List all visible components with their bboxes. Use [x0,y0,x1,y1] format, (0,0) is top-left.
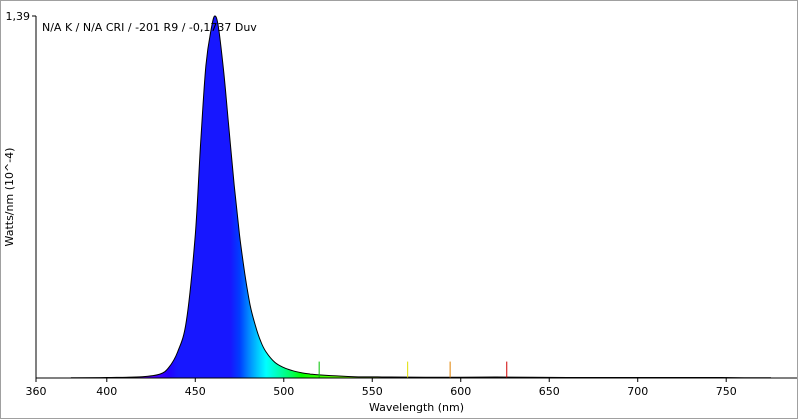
x-tick-label: 750 [716,385,737,398]
x-tick-label: 360 [26,385,47,398]
x-tick-label: 600 [450,385,471,398]
y-axis-title: Watts/nm (10^-4) [3,148,16,247]
x-tick-label: 400 [96,385,117,398]
chart-annotation: N/A K / N/A CRI / -201 R9 / -0,1737 Duv [42,21,257,34]
x-tick-label: 450 [185,385,206,398]
x-axis-title: Wavelength (nm) [369,401,464,414]
x-tick-label: 700 [627,385,648,398]
x-tick-label: 650 [539,385,560,398]
x-tick-label: 550 [362,385,383,398]
x-tick-label: 500 [273,385,294,398]
y-tick-label: 1,39 [6,10,31,23]
spectrum-area [70,15,771,379]
